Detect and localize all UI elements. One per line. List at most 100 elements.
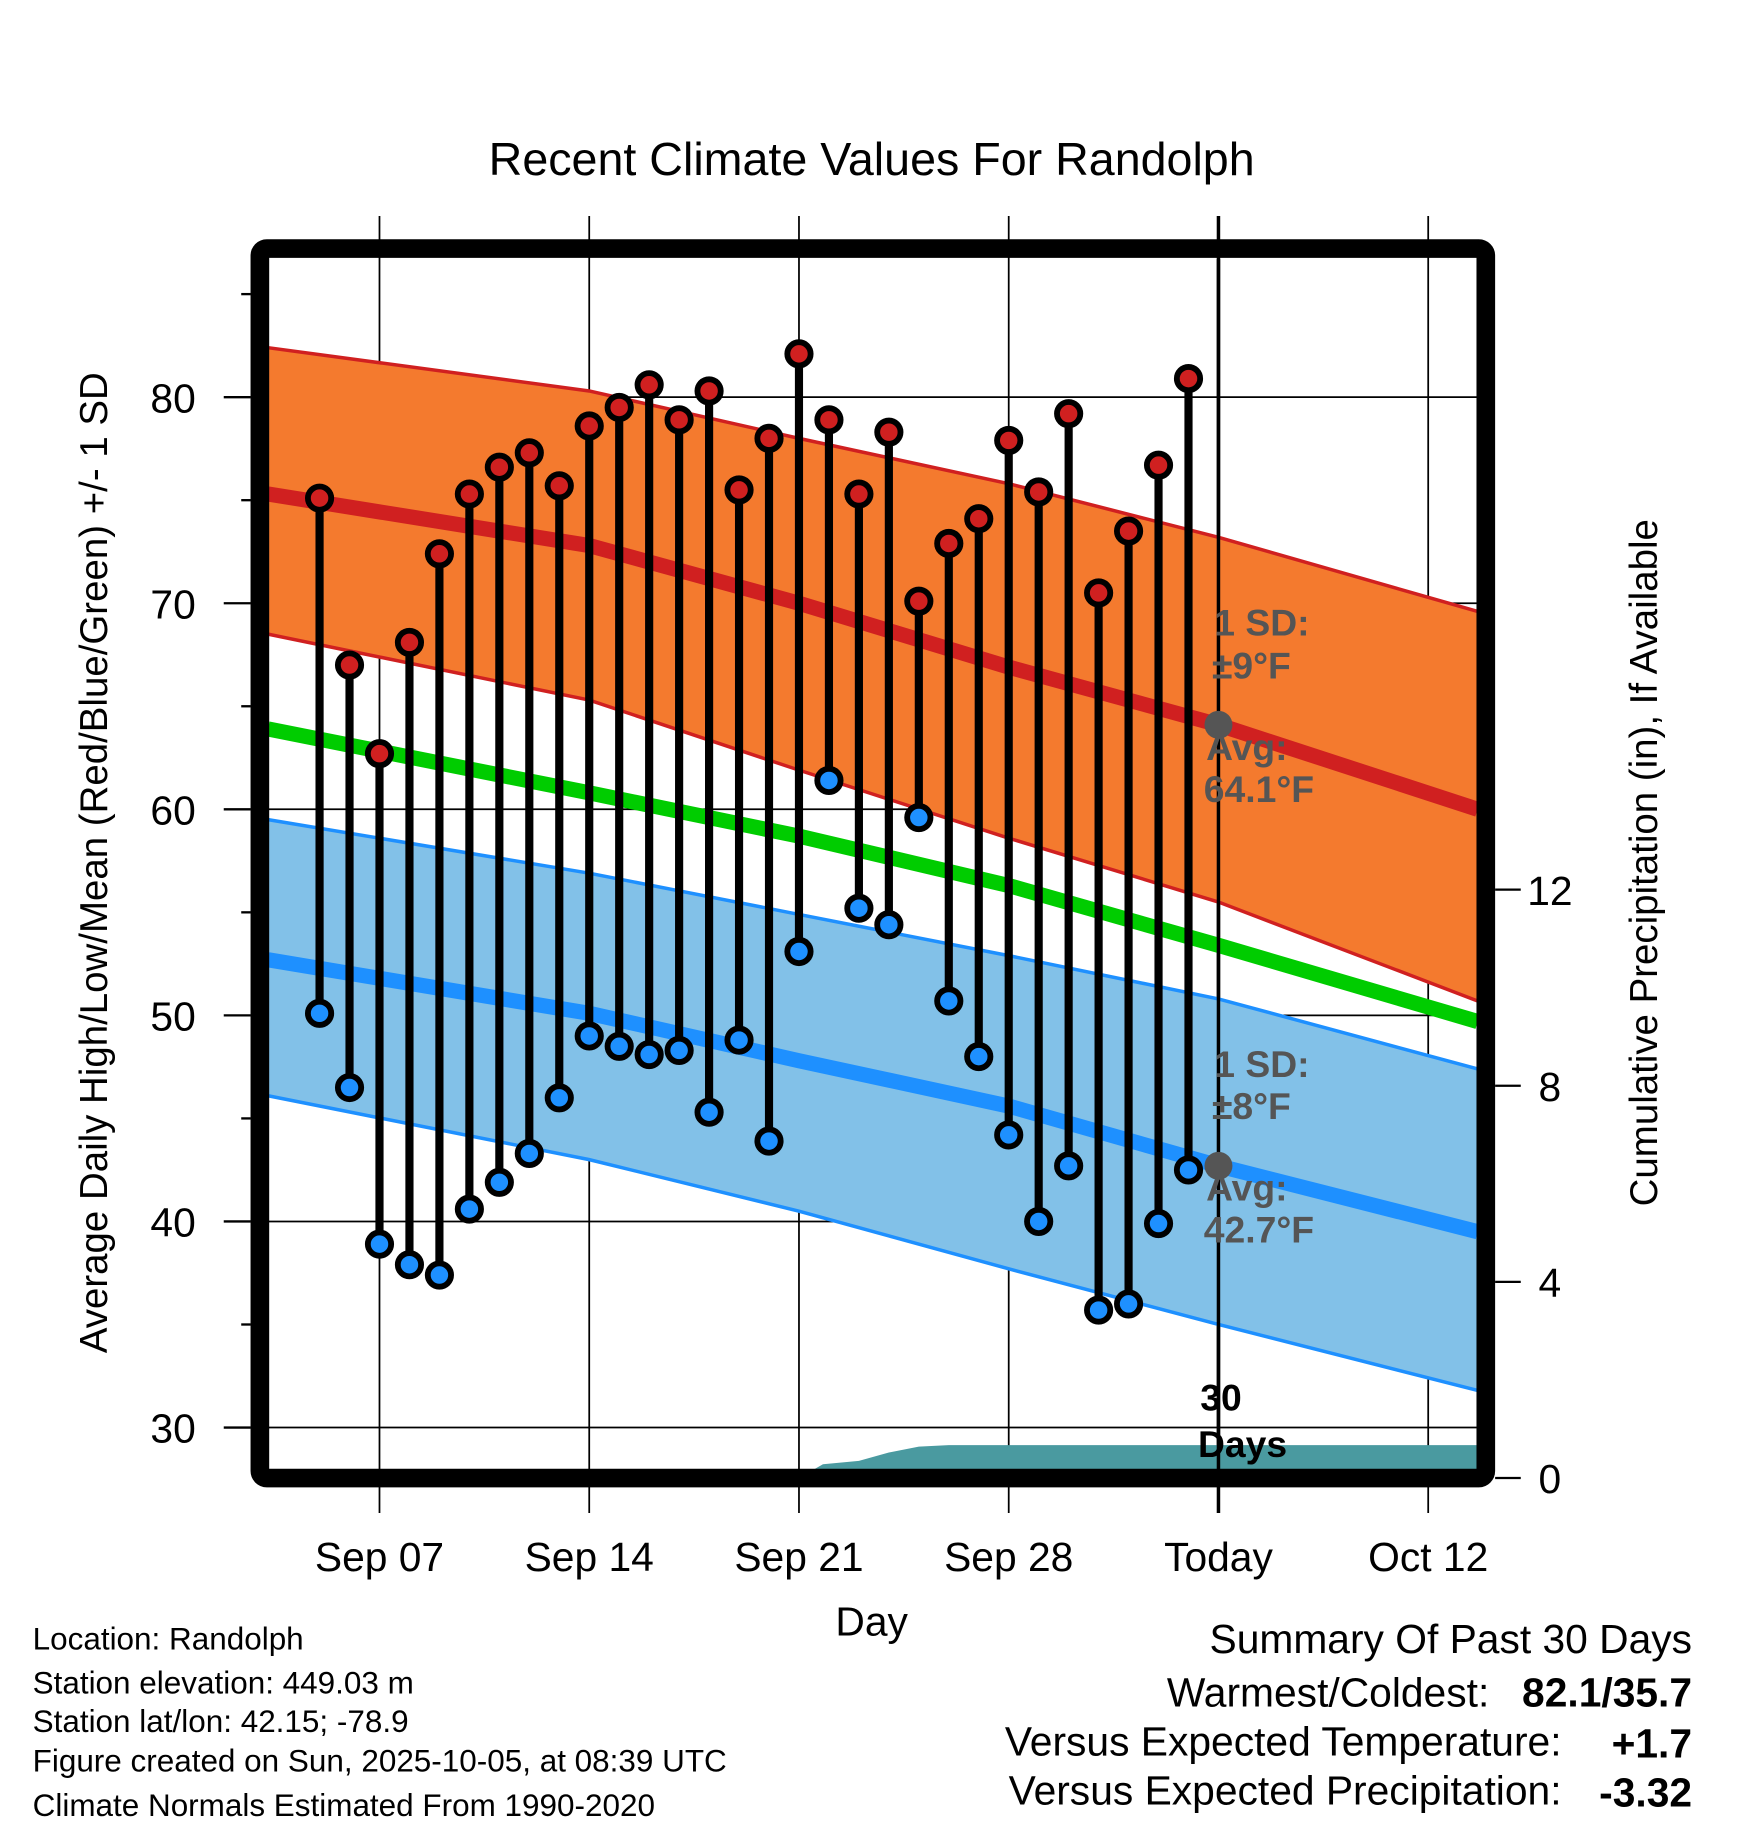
daily-high-point	[424, 539, 454, 569]
x-tick-label: Sep 14	[525, 1534, 654, 1580]
station-info: Location: Randolph Station elevation: 44…	[33, 1621, 727, 1823]
daily-high-point	[514, 438, 544, 468]
x-tick-label: Oct 12	[1368, 1534, 1488, 1580]
today-avg-high-dot	[1204, 710, 1233, 739]
summary-temp-value: +1.7	[1612, 1721, 1692, 1767]
daily-low-point	[934, 986, 964, 1016]
avg-high-line	[266, 486, 1480, 817]
daily-low-point	[1173, 1155, 1204, 1185]
daily-low-point	[754, 1126, 784, 1156]
daily-low-point	[1054, 1151, 1084, 1181]
daily-low-point	[424, 1260, 454, 1290]
daily-high-point	[1084, 578, 1114, 608]
daily-high-point	[934, 528, 964, 559]
y-tick-label: 40	[150, 1200, 195, 1246]
daily-high-point	[874, 417, 904, 447]
summary-warm-cold-value: 82.1/35.7	[1522, 1669, 1692, 1715]
window-label-number: 30	[1200, 1376, 1241, 1418]
daily-low-point	[844, 893, 874, 923]
daily-high-point	[364, 739, 395, 769]
summary-warm-cold-label: Warmest/Coldest:	[1167, 1669, 1489, 1715]
daily-low-point	[394, 1250, 425, 1280]
daily-high-point	[784, 339, 814, 369]
annotations: 1 SD: ±9°F Avg: 64.1°F 1 SD: ±8°F Avg: 4…	[1198, 601, 1314, 1465]
y-tick-label: 80	[150, 375, 195, 421]
daily-low-point	[1114, 1289, 1144, 1319]
high-sd-band	[268, 347, 1478, 1001]
plot-frame	[250, 239, 1496, 1488]
x-tick-label: Sep 28	[944, 1534, 1073, 1580]
daily-high-point	[814, 405, 844, 435]
low-avg-value: 42.7°F	[1204, 1209, 1314, 1251]
daily-low-point	[604, 1031, 634, 1061]
low-sd-value: ±8°F	[1212, 1085, 1291, 1127]
summary-precip-label: Versus Expected Precipitation:	[1009, 1767, 1562, 1813]
daily-high-point	[994, 425, 1024, 455]
normal-bands	[266, 345, 1480, 1479]
daily-low-point	[484, 1167, 514, 1197]
low-sd-band	[268, 819, 1478, 1391]
daily-low-point	[1024, 1206, 1054, 1237]
summary: Summary Of Past 30 Days Warmest/Coldest:…	[1005, 1616, 1692, 1816]
high-sd-band-lower-edge	[267, 632, 1479, 1003]
high-avg-value: 64.1°F	[1204, 768, 1314, 810]
y2-tick-label: 4	[1539, 1260, 1562, 1306]
daily-high-point	[1054, 399, 1084, 429]
y-tick-label: 30	[150, 1406, 195, 1452]
axes: 30 40 50 60 70 80 0 4 8 12 Sep 07 Sep 14 Sep 21 Sep 2…	[150, 292, 1573, 1580]
today-avg-low-dot	[1204, 1151, 1233, 1180]
daily-low-point	[634, 1039, 664, 1070]
daily-high-point	[304, 483, 335, 513]
daily-high-point	[604, 392, 634, 423]
y-axis-label: Average Daily High/Low/Mean (Red/Blue/Gr…	[73, 372, 116, 1353]
daily-high-point	[844, 479, 874, 509]
daily-low-point	[1084, 1295, 1114, 1325]
daily-low-point	[904, 802, 934, 833]
daily-low-point	[1143, 1208, 1174, 1239]
daily-high-point	[574, 411, 604, 441]
daily-low-point	[724, 1025, 754, 1055]
daily-high-point	[1024, 477, 1054, 507]
daily-high-point	[334, 650, 365, 680]
daily-low-point	[874, 910, 904, 940]
daily-low-point	[574, 1021, 604, 1051]
info-location: Location: Randolph	[33, 1621, 304, 1656]
summary-title: Summary Of Past 30 Days	[1210, 1616, 1693, 1662]
summary-precip-value: -3.32	[1599, 1770, 1692, 1816]
high-sd-band-upper-edge	[267, 345, 1479, 614]
info-latlon: Station lat/lon: 42.15; -78.9	[33, 1704, 409, 1739]
daily-low-point	[544, 1083, 574, 1113]
daily-low-point	[994, 1120, 1024, 1150]
x-tick-label: Sep 07	[315, 1534, 444, 1580]
daily-low-point	[814, 765, 844, 796]
daily-high-point	[694, 376, 724, 406]
daily-low-point	[364, 1229, 395, 1259]
y-tick-label: 60	[150, 787, 195, 833]
daily-high-point	[1173, 364, 1204, 394]
high-sd-value: ±9°F	[1212, 645, 1291, 687]
summary-temp-label: Versus Expected Temperature:	[1005, 1718, 1562, 1764]
low-avg-label: Avg:	[1206, 1167, 1287, 1209]
info-elevation: Station elevation: 449.03 m	[33, 1666, 414, 1701]
info-created: Figure created on Sun, 2025-10-05, at 08…	[33, 1744, 727, 1779]
daily-high-point	[454, 479, 484, 509]
y2-tick-label: 8	[1539, 1064, 1562, 1110]
y2-tick-label: 0	[1539, 1456, 1562, 1502]
daily-high-point	[964, 504, 994, 534]
low-sd-band-upper-edge	[267, 817, 1479, 1071]
daily-high-point	[754, 423, 784, 453]
low-sd-label: 1 SD:	[1214, 1043, 1309, 1085]
daily-low-point	[784, 936, 814, 967]
mean-line	[266, 721, 1480, 1029]
x-axis-label: Day	[835, 1598, 908, 1644]
daily-high-point	[1114, 516, 1144, 546]
daily-high-point	[544, 471, 574, 501]
daily-low-point	[694, 1097, 724, 1127]
chart-title: Recent Climate Values For Randolph	[489, 133, 1255, 185]
daily-high-point	[484, 452, 514, 482]
daily-high-point	[664, 405, 694, 435]
daily-low-point	[304, 998, 335, 1028]
high-avg-label: Avg:	[1206, 726, 1287, 768]
y-tick-label: 50	[150, 994, 195, 1040]
daily-low-point	[454, 1194, 484, 1224]
